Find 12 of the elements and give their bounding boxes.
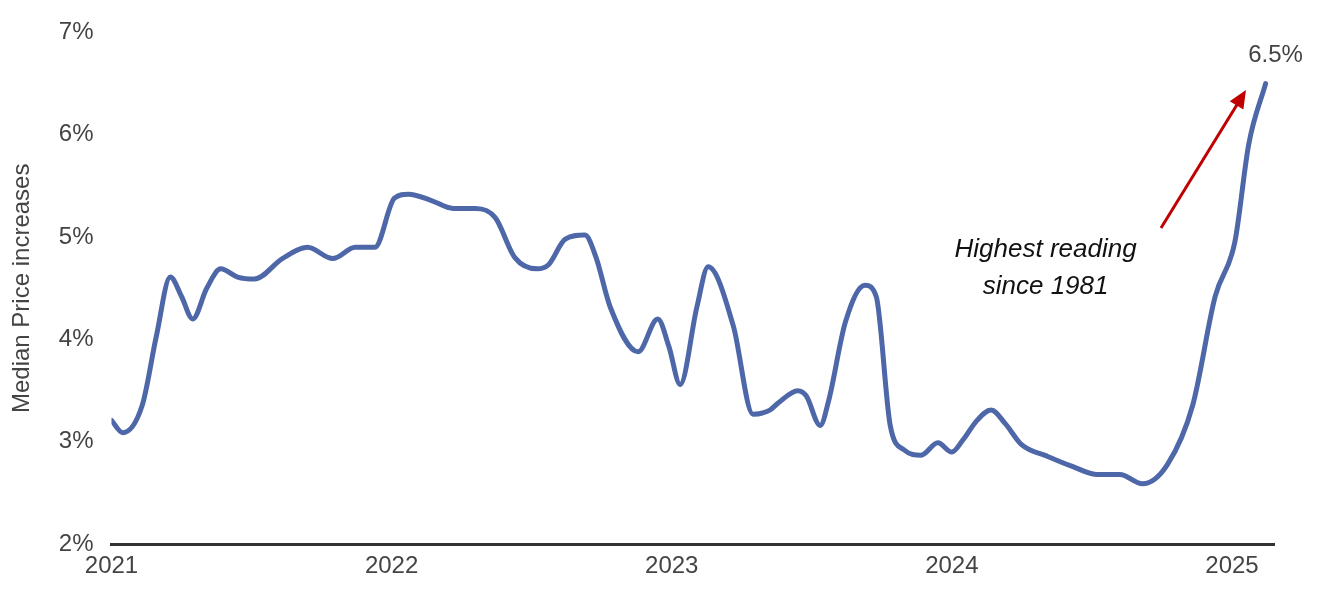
annotation: Highest reading since 1981 bbox=[954, 232, 1138, 300]
y-tick-label: 3% bbox=[58, 426, 94, 454]
y-tick-label: 7% bbox=[58, 17, 94, 45]
y-axis-title: Median Price increases bbox=[7, 163, 35, 414]
x-tick-label: 2024 bbox=[925, 551, 979, 579]
y-tick-label: 6% bbox=[58, 119, 94, 147]
x-tick-label: 2023 bbox=[645, 551, 699, 579]
annotation: 6.5% bbox=[1248, 40, 1303, 68]
y-tick-label: 4% bbox=[58, 324, 94, 352]
x-tick-label: 2025 bbox=[1205, 551, 1259, 579]
x-tick-label: 2022 bbox=[364, 551, 419, 579]
y-tick-label: 5% bbox=[58, 221, 94, 249]
